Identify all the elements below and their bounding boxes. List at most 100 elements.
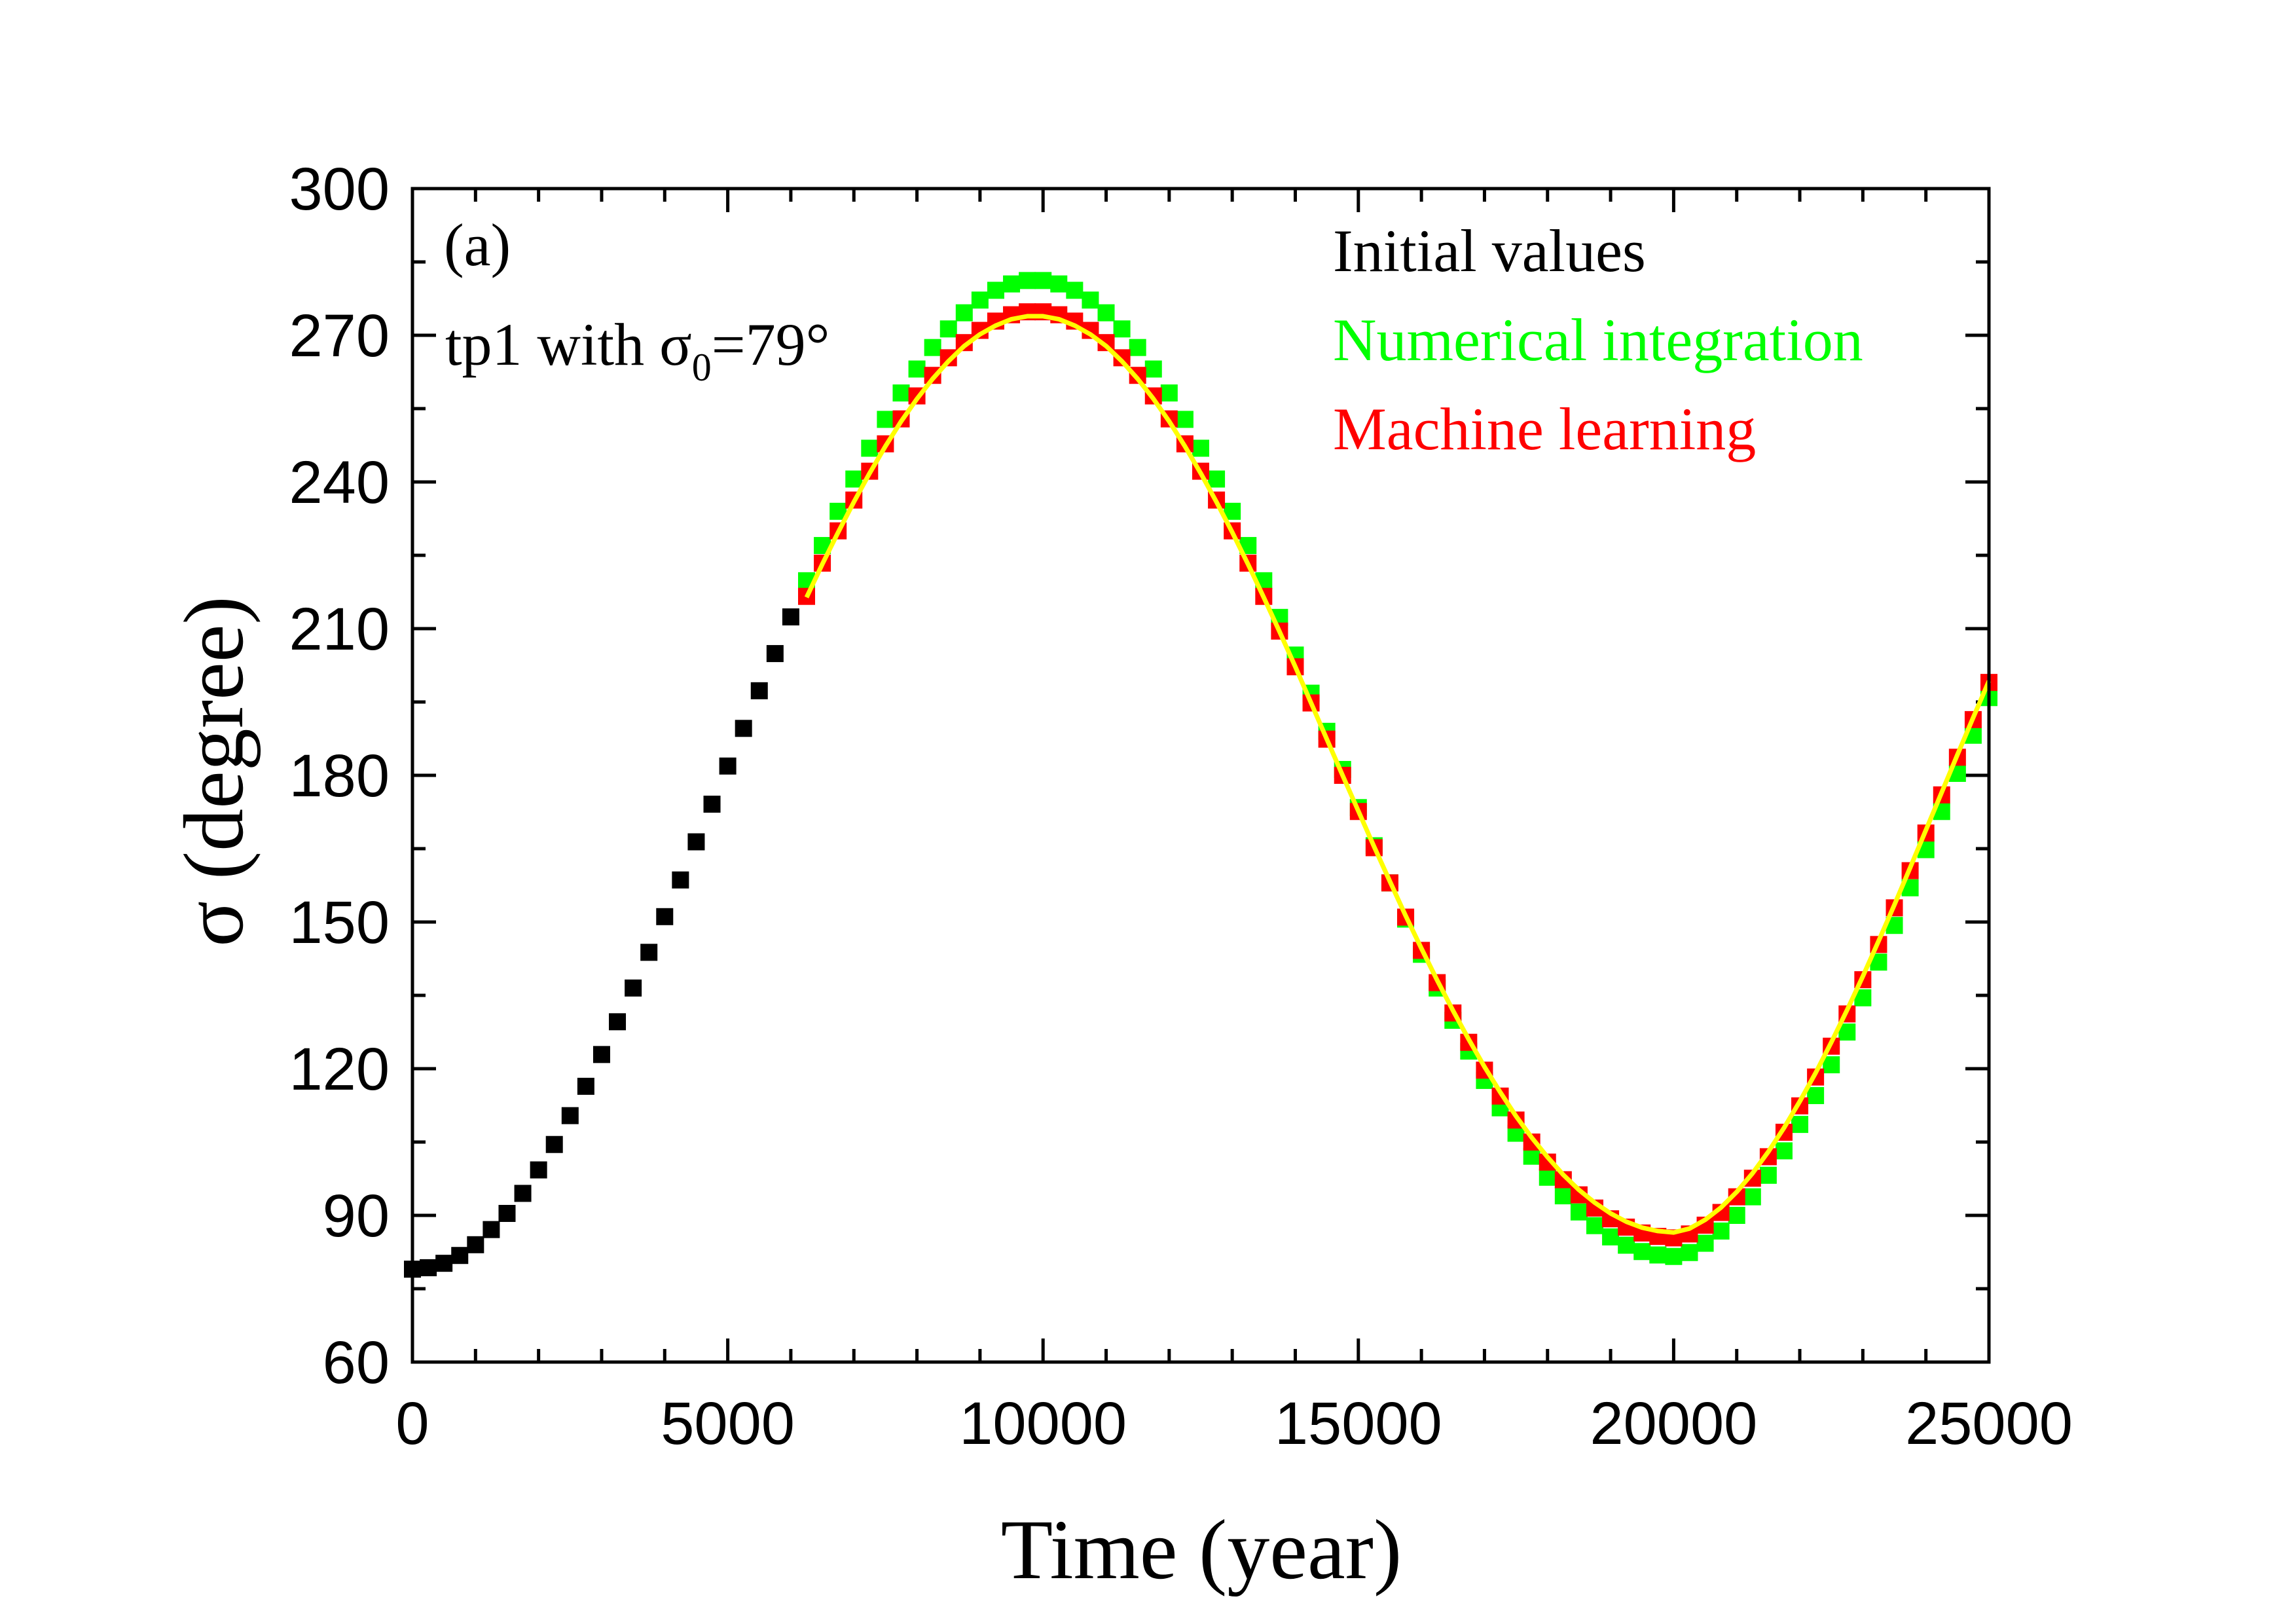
data-point bbox=[1129, 339, 1146, 356]
data-point bbox=[955, 304, 973, 322]
data-point bbox=[1113, 320, 1131, 338]
data-point bbox=[1144, 360, 1162, 378]
y-tick-label: 270 bbox=[289, 303, 390, 369]
data-point bbox=[592, 1046, 610, 1063]
data-point bbox=[1554, 1187, 1572, 1205]
data-point bbox=[782, 608, 799, 626]
legend-entry-machine-learning: Machine learning bbox=[1333, 396, 1756, 462]
x-tick-label: 25000 bbox=[1905, 1390, 2073, 1457]
data-point bbox=[892, 384, 910, 402]
data-point bbox=[656, 908, 674, 925]
data-point bbox=[1602, 1228, 1620, 1246]
data-point bbox=[750, 682, 768, 699]
data-point bbox=[1681, 1244, 1698, 1261]
data-point bbox=[1082, 291, 1099, 309]
data-point bbox=[1586, 1217, 1603, 1234]
y-tick-label: 60 bbox=[323, 1329, 390, 1396]
data-point bbox=[845, 470, 863, 488]
data-point bbox=[1696, 1234, 1714, 1252]
y-axis-title: σ (degree) bbox=[167, 596, 261, 947]
data-point bbox=[987, 282, 1004, 299]
plot-frame bbox=[410, 187, 1991, 1364]
x-tick-label: 5000 bbox=[661, 1390, 795, 1457]
data-point bbox=[877, 411, 894, 428]
data-point bbox=[971, 291, 989, 309]
data-point bbox=[609, 1013, 627, 1031]
data-point bbox=[1019, 272, 1036, 289]
data-point bbox=[498, 1205, 516, 1223]
data-point bbox=[1618, 1236, 1635, 1254]
data-point bbox=[640, 944, 658, 961]
data-point bbox=[1823, 1056, 1840, 1074]
data-point bbox=[1807, 1087, 1825, 1105]
series-layer bbox=[404, 272, 1997, 1278]
x-tick-label: 0 bbox=[395, 1390, 429, 1457]
data-point bbox=[1570, 1203, 1588, 1221]
y-tick-label: 210 bbox=[289, 596, 390, 663]
data-point bbox=[625, 979, 642, 997]
data-point bbox=[1208, 470, 1226, 488]
data-point bbox=[1649, 1246, 1667, 1264]
data-point bbox=[703, 796, 721, 813]
y-tick-label: 180 bbox=[289, 743, 390, 809]
data-point bbox=[1539, 1168, 1556, 1186]
data-point bbox=[672, 871, 689, 889]
data-point bbox=[1759, 1166, 1777, 1184]
data-point bbox=[1791, 1116, 1809, 1134]
data-point bbox=[924, 339, 941, 356]
data-point bbox=[687, 833, 705, 851]
panel-label: (a) bbox=[444, 212, 511, 278]
x-tick-label: 10000 bbox=[959, 1390, 1127, 1457]
data-point bbox=[861, 439, 879, 457]
y-tick-label: 120 bbox=[289, 1036, 390, 1103]
data-point bbox=[1003, 275, 1021, 293]
data-point bbox=[735, 720, 752, 737]
data-point bbox=[1665, 1247, 1683, 1265]
data-point bbox=[435, 1255, 453, 1272]
annotation-text: tp1 with σ0=79° bbox=[445, 311, 829, 389]
data-point bbox=[577, 1077, 594, 1095]
annotation-suffix: =79° bbox=[712, 311, 830, 378]
x-axis-title: Time (year) bbox=[1001, 1503, 1402, 1597]
y-tick-label: 300 bbox=[289, 156, 390, 223]
y-tick-label: 90 bbox=[323, 1183, 390, 1249]
y-tick-labels: 60 90 120 150 180 210 240 270 300 bbox=[289, 156, 390, 1396]
data-point bbox=[1050, 275, 1068, 293]
legend-entry-initial-values: Initial values bbox=[1333, 217, 1646, 284]
data-point bbox=[545, 1135, 563, 1153]
data-point bbox=[1712, 1222, 1730, 1240]
annotation-prefix: tp1 with bbox=[445, 311, 659, 378]
data-point bbox=[530, 1161, 547, 1179]
ticks-layer bbox=[410, 187, 1991, 1364]
data-point bbox=[467, 1236, 484, 1253]
legend-entry-numerical-integration: Numerical integration bbox=[1333, 306, 1863, 373]
y-tick-label: 150 bbox=[289, 889, 390, 956]
data-point bbox=[1728, 1207, 1745, 1224]
legend: Initial values Numerical integration Mac… bbox=[1333, 217, 1863, 462]
data-point bbox=[420, 1259, 437, 1276]
data-point bbox=[1034, 272, 1052, 289]
data-point bbox=[1176, 411, 1194, 428]
data-point bbox=[514, 1185, 532, 1202]
data-point bbox=[1775, 1142, 1793, 1160]
series-initial-values bbox=[404, 608, 799, 1278]
data-point bbox=[1066, 282, 1084, 299]
annotation-symbol: σ bbox=[659, 311, 692, 378]
data-point bbox=[1160, 384, 1178, 402]
data-point bbox=[1192, 439, 1209, 457]
x-tick-label: 20000 bbox=[1590, 1390, 1757, 1457]
data-point bbox=[939, 320, 957, 338]
data-point bbox=[483, 1221, 500, 1238]
x-tick-label: 15000 bbox=[1275, 1390, 1442, 1457]
data-point bbox=[1743, 1188, 1761, 1206]
data-point bbox=[1097, 304, 1115, 322]
data-point bbox=[719, 757, 737, 775]
data-point bbox=[766, 645, 784, 663]
y-tick-label: 240 bbox=[289, 449, 390, 516]
data-point bbox=[1633, 1243, 1651, 1261]
data-point bbox=[451, 1247, 469, 1264]
series-line-fit bbox=[804, 314, 1992, 1235]
annotation-subscript: 0 bbox=[692, 346, 712, 389]
x-tick-labels: 0 5000 10000 15000 20000 25000 bbox=[395, 1390, 2073, 1457]
